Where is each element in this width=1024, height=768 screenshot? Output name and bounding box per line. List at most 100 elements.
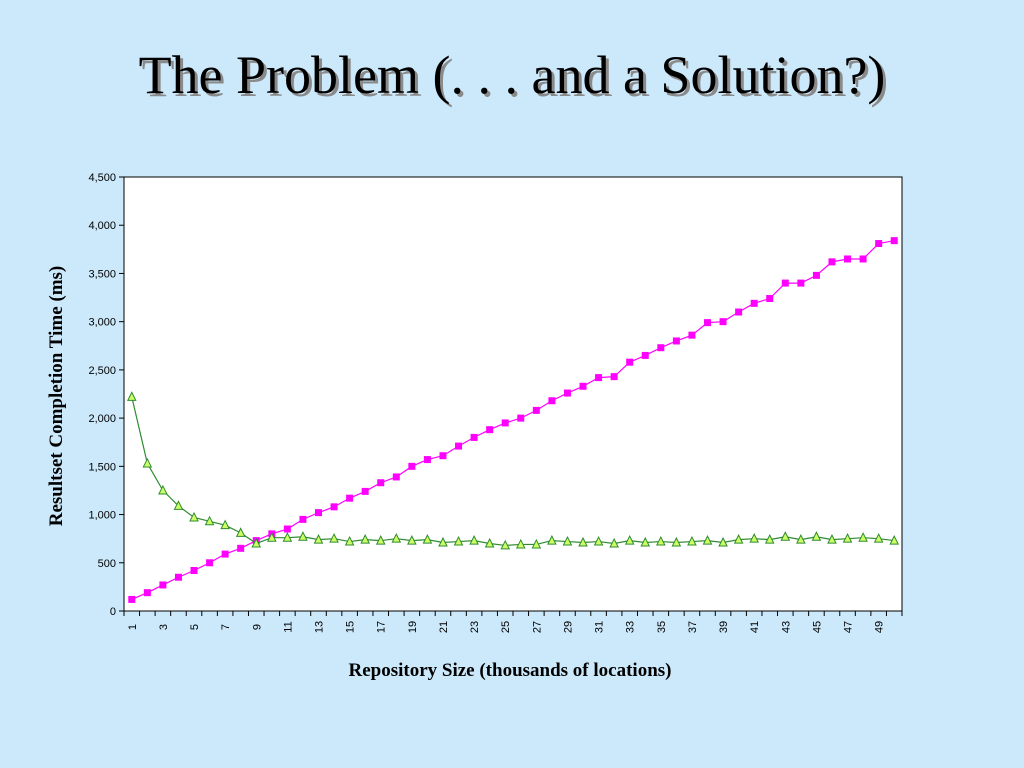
x-tick-label: 5 [189, 624, 201, 630]
series-1-point [408, 462, 416, 470]
series-1-point [532, 406, 540, 414]
series-1-point [641, 351, 649, 359]
series-2-point [453, 535, 464, 546]
series-1-point [377, 479, 385, 487]
series-1-point [143, 589, 151, 597]
y-tick-label: 1,500 [88, 461, 116, 473]
x-tick-label: 3 [158, 624, 170, 630]
x-tick-label: 25 [500, 621, 512, 633]
series-1-point [346, 494, 354, 502]
series-2-point [235, 527, 246, 537]
y-tick-label: 0 [110, 606, 116, 618]
y-tick-label: 500 [98, 558, 116, 570]
series-1-point [579, 382, 587, 390]
x-tick-label: 29 [562, 621, 574, 633]
series-1-point [221, 550, 229, 558]
x-tick-label: 43 [780, 621, 792, 633]
series-2-point [796, 534, 806, 544]
series-2-point [313, 534, 324, 544]
series-1-point [159, 581, 167, 589]
y-tick-label: 4,500 [88, 172, 116, 184]
series-2-point [267, 532, 277, 542]
series-2-point [531, 538, 542, 549]
x-tick-label: 31 [594, 621, 606, 633]
series-1-point [704, 319, 711, 327]
series-1-point [237, 544, 245, 552]
series-2-point [827, 534, 837, 544]
series-1-point [299, 515, 307, 523]
x-tick-label: 27 [531, 621, 543, 633]
series-1-point [206, 559, 214, 567]
y-tick-label: 3,500 [88, 268, 116, 280]
x-tick-label: 21 [438, 621, 450, 633]
series-1-point [844, 255, 852, 263]
x-tick-label: 23 [469, 621, 481, 633]
series-1-point [657, 344, 665, 352]
series-1-point [595, 374, 603, 382]
x-tick-label: 9 [251, 624, 263, 630]
x-axis-title: Repository Size (thousands of locations) [348, 660, 671, 681]
y-tick-label: 4,000 [88, 220, 116, 232]
x-tick-label: 33 [625, 621, 637, 633]
series-2-point [422, 534, 433, 544]
series-2-point [375, 534, 386, 545]
series-2-point [562, 535, 573, 546]
series-2-point [500, 539, 511, 550]
series-2-point [640, 536, 651, 547]
series-1-point [735, 308, 743, 316]
series-2-point [251, 537, 262, 548]
series-2-point [578, 536, 588, 547]
series-2-point [484, 537, 495, 548]
series-layer [126, 237, 900, 603]
series-2-point [329, 533, 339, 543]
series-2-point [547, 534, 557, 545]
x-tick-label: 19 [407, 621, 419, 633]
series-2-point [189, 511, 199, 522]
series-1-point [501, 419, 509, 427]
series-1-point [859, 255, 867, 263]
series-1-point [361, 487, 369, 495]
series-2-point [656, 535, 666, 546]
series-1-point [517, 414, 525, 422]
series-1-point [812, 271, 820, 279]
x-tick-label: 1 [127, 624, 139, 630]
y-tick-label: 2,000 [88, 413, 116, 425]
series-1-point [828, 258, 836, 266]
series-2-point [733, 534, 744, 544]
x-tick-label: 15 [345, 621, 357, 633]
series-2-point [718, 536, 728, 547]
y-axis-title: Resultset Completion Time (ms) [46, 266, 67, 527]
series-1-point [315, 509, 322, 517]
x-tick-label: 35 [656, 621, 668, 633]
series-2-point [764, 534, 775, 544]
series-1-point [128, 595, 136, 603]
series-1-point [766, 295, 774, 303]
series-2-point [811, 531, 822, 541]
series-2-point [873, 533, 884, 543]
x-tick-label: 11 [282, 621, 294, 632]
y-tick-label: 1,000 [88, 510, 116, 522]
series-1-point [719, 318, 727, 326]
series-2-point [624, 534, 635, 545]
series-2-point [407, 534, 417, 545]
series-2-point [687, 535, 697, 546]
series-1-point [626, 358, 634, 366]
x-tick-label: 37 [687, 621, 699, 633]
series-2-point [593, 535, 604, 546]
series-1-point [330, 503, 338, 511]
x-tick-label: 45 [811, 621, 823, 633]
series-2-point [469, 534, 479, 545]
x-tick-label: 39 [718, 621, 730, 633]
series-2-point [749, 533, 759, 543]
series-2-point [842, 533, 853, 543]
series-2-point [780, 531, 791, 541]
series-1-point [750, 299, 758, 307]
series-1-point [470, 433, 478, 441]
series-2-point [702, 534, 713, 545]
series-1-point [439, 452, 447, 460]
x-tick-label: 47 [843, 621, 855, 633]
series-1-point [392, 473, 400, 481]
series-2-point [298, 531, 308, 541]
x-tick-label: 13 [314, 621, 326, 633]
